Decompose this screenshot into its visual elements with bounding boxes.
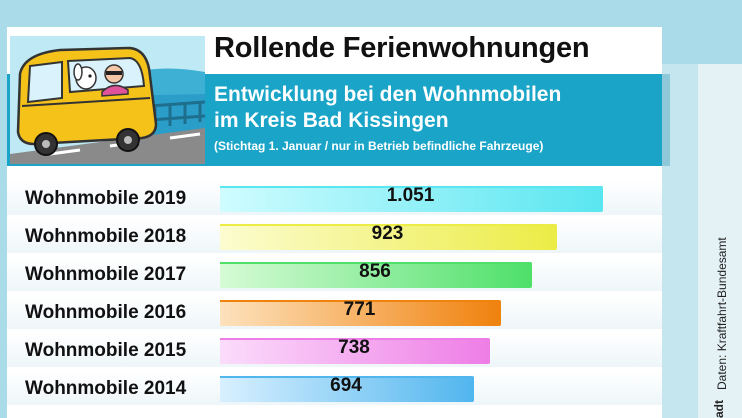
bar-value-label: 923: [371, 223, 404, 244]
road: [10, 128, 205, 164]
chart-subtitle: Entwicklung bei den Wohnmobilen im Kreis…: [214, 82, 654, 134]
category-label: Wohnmobile 2018: [25, 226, 187, 247]
bar: [220, 224, 557, 250]
subtitle-line-2: im Kreis Bad Kissingen: [214, 109, 449, 132]
source-credit-cut: adt: [712, 400, 726, 418]
driver: [101, 64, 129, 97]
bar: [220, 262, 532, 288]
bar-value-label: 771: [343, 299, 376, 320]
category-label: Wohnmobile 2014: [25, 378, 187, 399]
bar-value-label: 1.051: [386, 185, 435, 206]
bar: [220, 376, 474, 402]
bar-value-label: 694: [330, 375, 362, 396]
source-credit: Daten: Kraftfahrt-Bundesamt: [715, 237, 729, 390]
bar-chart: Wohnmobile 2019 1.051 Wohnmobile 2018 923 Wo…: [7, 181, 662, 418]
front-wheel-hub: [124, 136, 132, 144]
source-panel: [698, 64, 742, 418]
category-label: Wohnmobile 2015: [25, 340, 187, 361]
subtitle-line-1: Entwicklung bei den Wohnmobilen: [214, 83, 562, 106]
rear-wheel-hub: [42, 140, 50, 148]
dog: [73, 63, 97, 90]
category-label: Wohnmobile 2017: [25, 264, 187, 285]
chart-title: Rollende Ferienwohnungen: [214, 32, 590, 64]
motorhome-illustration: [10, 36, 205, 164]
bar: [220, 186, 603, 212]
bar-value-label: 856: [359, 261, 391, 282]
motorhome-body: [16, 46, 158, 146]
category-label: Wohnmobile 2016: [25, 302, 187, 323]
bar: [220, 338, 490, 364]
category-label: Wohnmobile 2019: [25, 188, 187, 209]
chart-note: (Stichtag 1. Januar / nur in Betrieb bef…: [214, 139, 544, 153]
bar-value-label: 738: [338, 337, 370, 358]
bar: [220, 300, 501, 326]
